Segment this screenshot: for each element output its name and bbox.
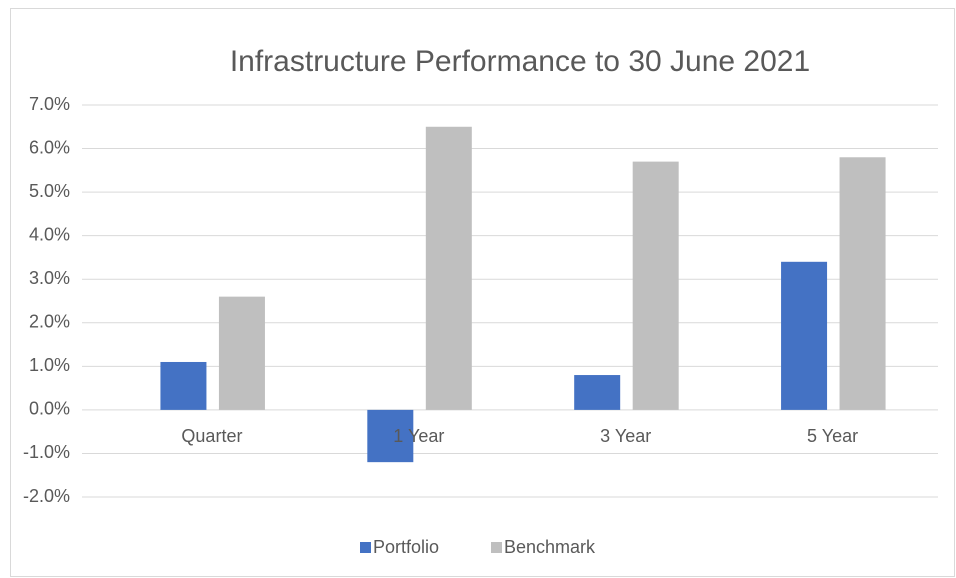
bar: [781, 261, 828, 410]
legend-swatch: [491, 542, 502, 553]
x-tick-label: 3 Year: [600, 426, 651, 446]
y-tick-label: 5.0%: [29, 181, 70, 201]
legend-label: Benchmark: [504, 537, 596, 557]
legend-swatch: [360, 542, 371, 553]
x-tick-label: 1 Year: [393, 426, 444, 446]
bar: [632, 161, 679, 410]
bar: [160, 361, 207, 410]
y-tick-label: 3.0%: [29, 268, 70, 288]
y-tick-label: -2.0%: [23, 486, 70, 506]
y-tick-label: 4.0%: [29, 224, 70, 244]
y-tick-label: 7.0%: [29, 94, 70, 114]
y-tick-label: 6.0%: [29, 137, 70, 157]
x-tick-label: Quarter: [181, 426, 242, 446]
y-tick-label: 2.0%: [29, 312, 70, 332]
y-tick-label: 0.0%: [29, 399, 70, 419]
y-tick-label: 1.0%: [29, 355, 70, 375]
x-tick-label: 5 Year: [807, 426, 858, 446]
bar: [367, 409, 414, 463]
chart-title: Infrastructure Performance to 30 June 20…: [230, 45, 810, 78]
bar: [425, 126, 472, 410]
bar: [839, 157, 886, 410]
y-tick-label: -1.0%: [23, 442, 70, 462]
bar: [218, 296, 265, 410]
bar: [574, 375, 621, 410]
legend-label: Portfolio: [373, 537, 439, 557]
